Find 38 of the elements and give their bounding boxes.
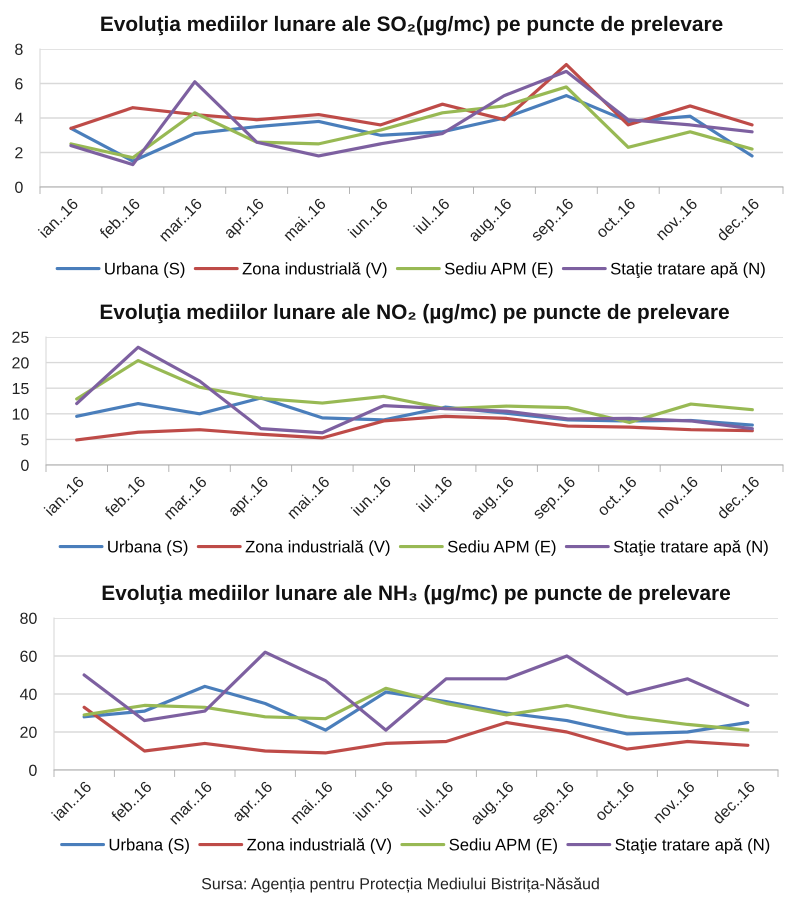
y-tick-label: 25 (12, 332, 29, 343)
y-tick-label: 0 (21, 460, 29, 471)
y-tick-label: 0 (29, 764, 37, 776)
line-series (69, 70, 754, 166)
chart-title: Evoluţia mediilor lunare ale NO₂ (µg/mc) pe puncte de prelevare (100, 304, 729, 324)
legend-label: Staţie tratare apă (N) (615, 838, 770, 854)
y-tick-label: 15 (12, 383, 29, 394)
legend-label: Urbana (S) (105, 262, 184, 278)
chart-title: Evoluţia mediilor lunare ale SO₂(µg/mc) pe puncte de prelevare (101, 16, 722, 36)
y-tick-label: 2 (15, 147, 23, 158)
y-tick-label: 0 (15, 182, 23, 193)
y-tick-label: 60 (20, 650, 37, 662)
y-tick-label: 80 (20, 612, 37, 624)
y-tick-label: 20 (20, 726, 37, 738)
legend-label: Staţie tratare apă (N) (610, 262, 765, 278)
y-tick-label: 40 (20, 688, 37, 700)
line-series (75, 414, 754, 442)
legend-label: Sediu APM (E) (448, 540, 556, 556)
legend-label: Zona industrială (V) (242, 262, 386, 278)
legend-label: Urbana (S) (110, 838, 189, 854)
legend-label: Sediu APM (E) (449, 838, 557, 854)
line-series (69, 85, 754, 160)
legend-label: Zona industrială (V) (246, 540, 390, 556)
legend-label: Urbana (S) (108, 540, 188, 556)
y-tick-label: 4 (14, 112, 23, 124)
legend-label: Zona industrială (V) (247, 838, 391, 854)
y-tick-label: 6 (15, 78, 23, 90)
legend-label: Sediu APM (E) (444, 262, 552, 278)
text: Sursa: Agenția pentru Protecția Mediului Bistrița-Năsăud (202, 877, 599, 893)
line-series (82, 706, 750, 754)
legend-label: Staţie tratare apă (N) (614, 540, 768, 556)
line-series (82, 650, 750, 732)
y-tick-label: 5 (21, 434, 29, 446)
y-tick-label: 10 (12, 408, 29, 420)
chart-title: Evoluţia mediilor lunare ale NH₃ (µg/mc) pe puncte de prelevare (102, 584, 730, 604)
line-series (75, 346, 754, 434)
y-tick-label: 20 (12, 357, 29, 369)
y-tick-label: 8 (15, 44, 23, 55)
